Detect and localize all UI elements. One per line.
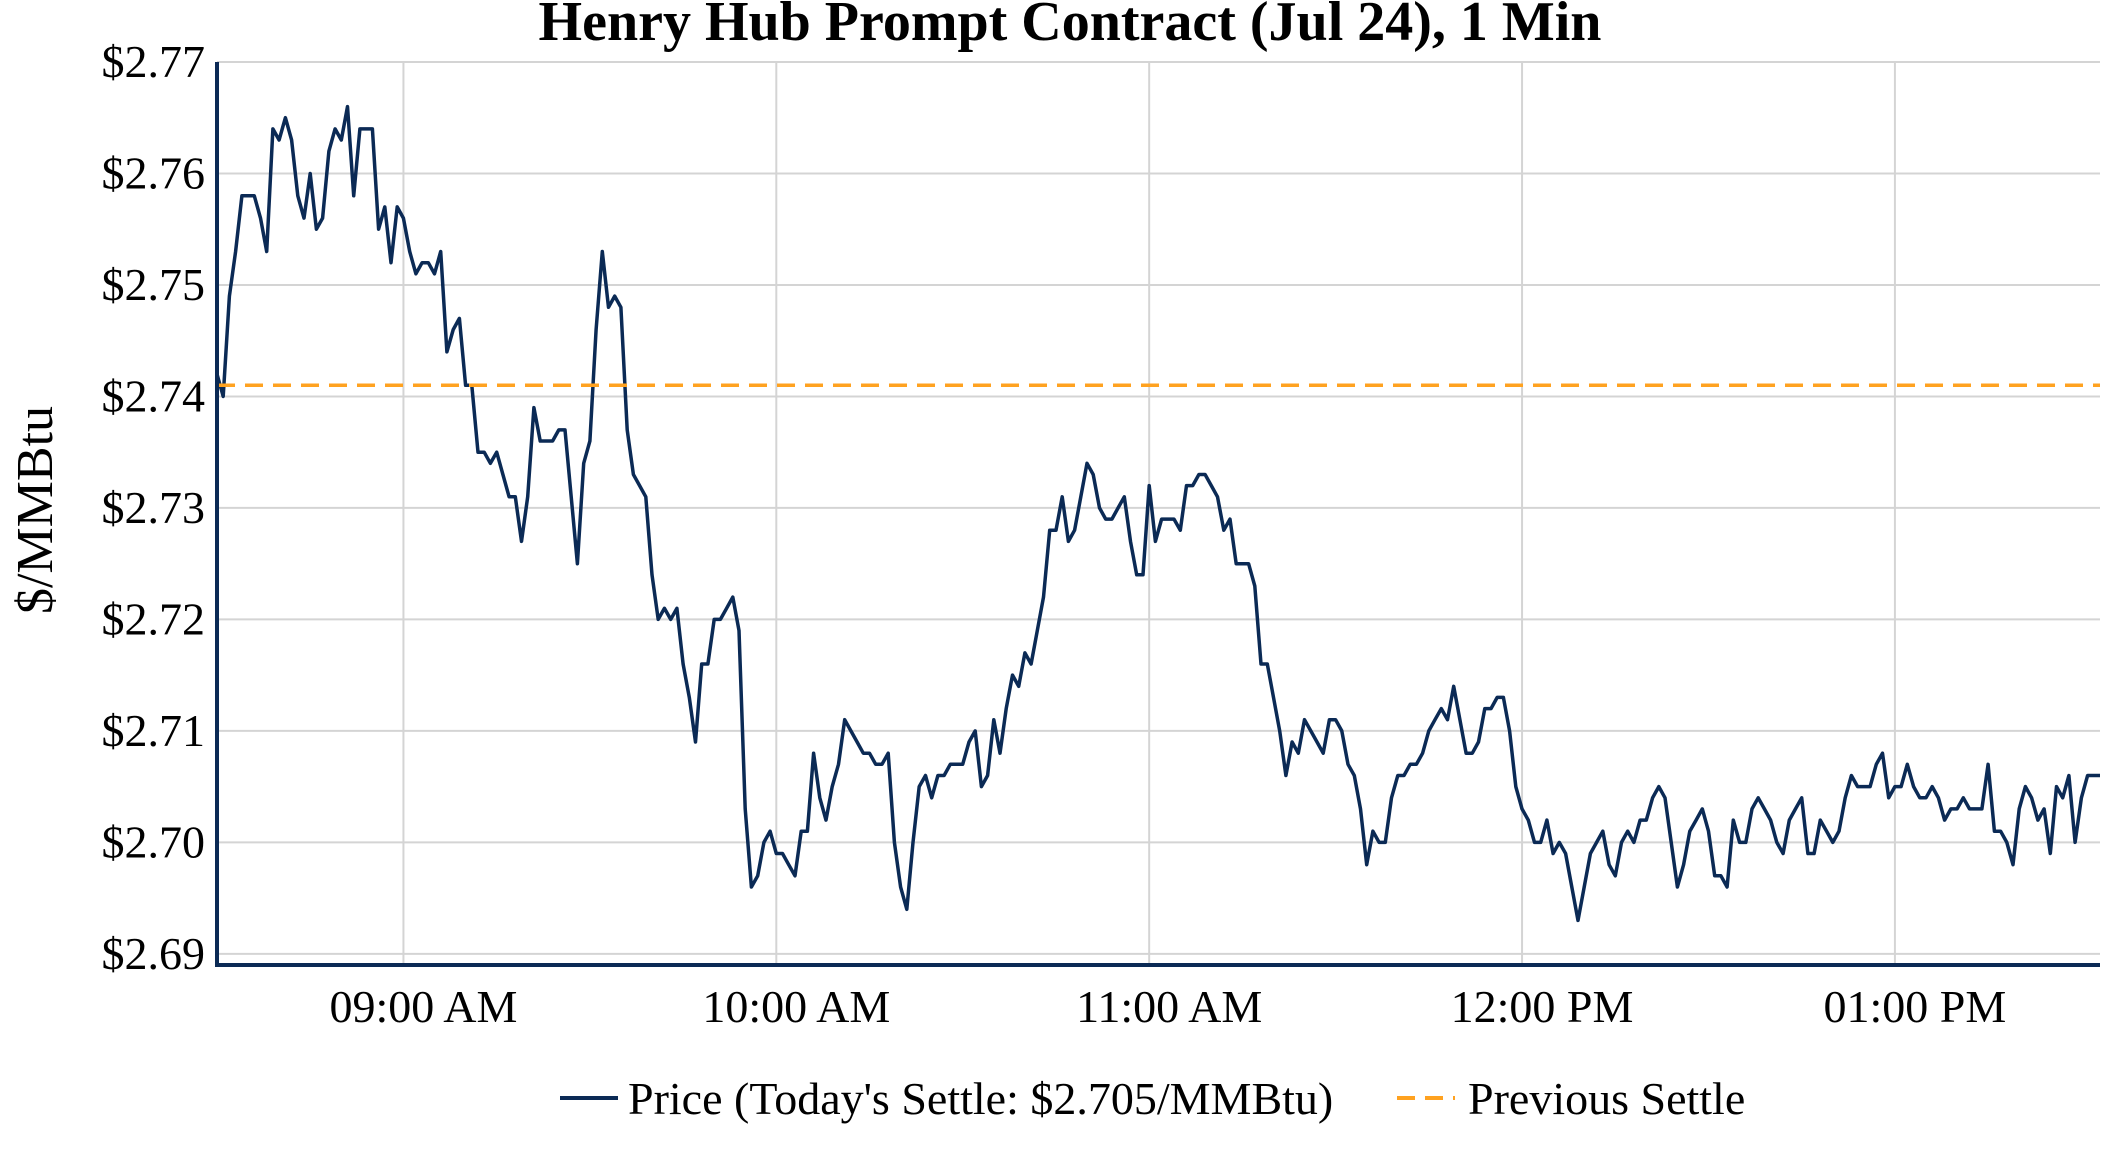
y-tick-label: $2.71 [102,705,206,756]
legend-label-price: Price (Today's Settle: $2.705/MMBtu) [628,1073,1333,1124]
y-tick-label: $2.72 [102,593,206,644]
y-tick-label: $2.69 [102,928,206,979]
series-layer [215,104,2100,923]
y-tick-label: $2.70 [102,816,206,867]
x-tick-label: 09:00 AM [329,981,517,1032]
gridlines [217,61,2100,965]
y-axis-label: $/MMBtu [7,406,64,614]
x-tick-labels: 09:00 AM 10:00 AM 11:00 AM 12:00 PM 01:00 PM [329,981,2006,1032]
y-tick-labels: $2.69 $2.70 $2.71 $2.72 $2.73 $2.74 $2.75 $2.76… [102,36,206,979]
chart-title: Henry Hub Prompt Contract (Jul 24), 1 Mi… [539,0,1602,53]
series-line-price [215,104,2100,923]
x-tick-label: 01:00 PM [1824,981,2007,1032]
y-tick-label: $2.76 [102,147,206,198]
legend-label-previous-settle: Previous Settle [1468,1073,1745,1124]
y-tick-label: $2.74 [102,370,206,421]
legend: Price (Today's Settle: $2.705/MMBtu) Pre… [560,1073,1745,1124]
x-tick-label: 11:00 AM [1076,981,1262,1032]
y-tick-label: $2.77 [102,36,206,87]
y-tick-label: $2.75 [102,259,206,310]
x-tick-label: 10:00 AM [702,981,890,1032]
y-tick-label: $2.73 [102,482,206,533]
x-tick-label: 12:00 PM [1451,981,1634,1032]
